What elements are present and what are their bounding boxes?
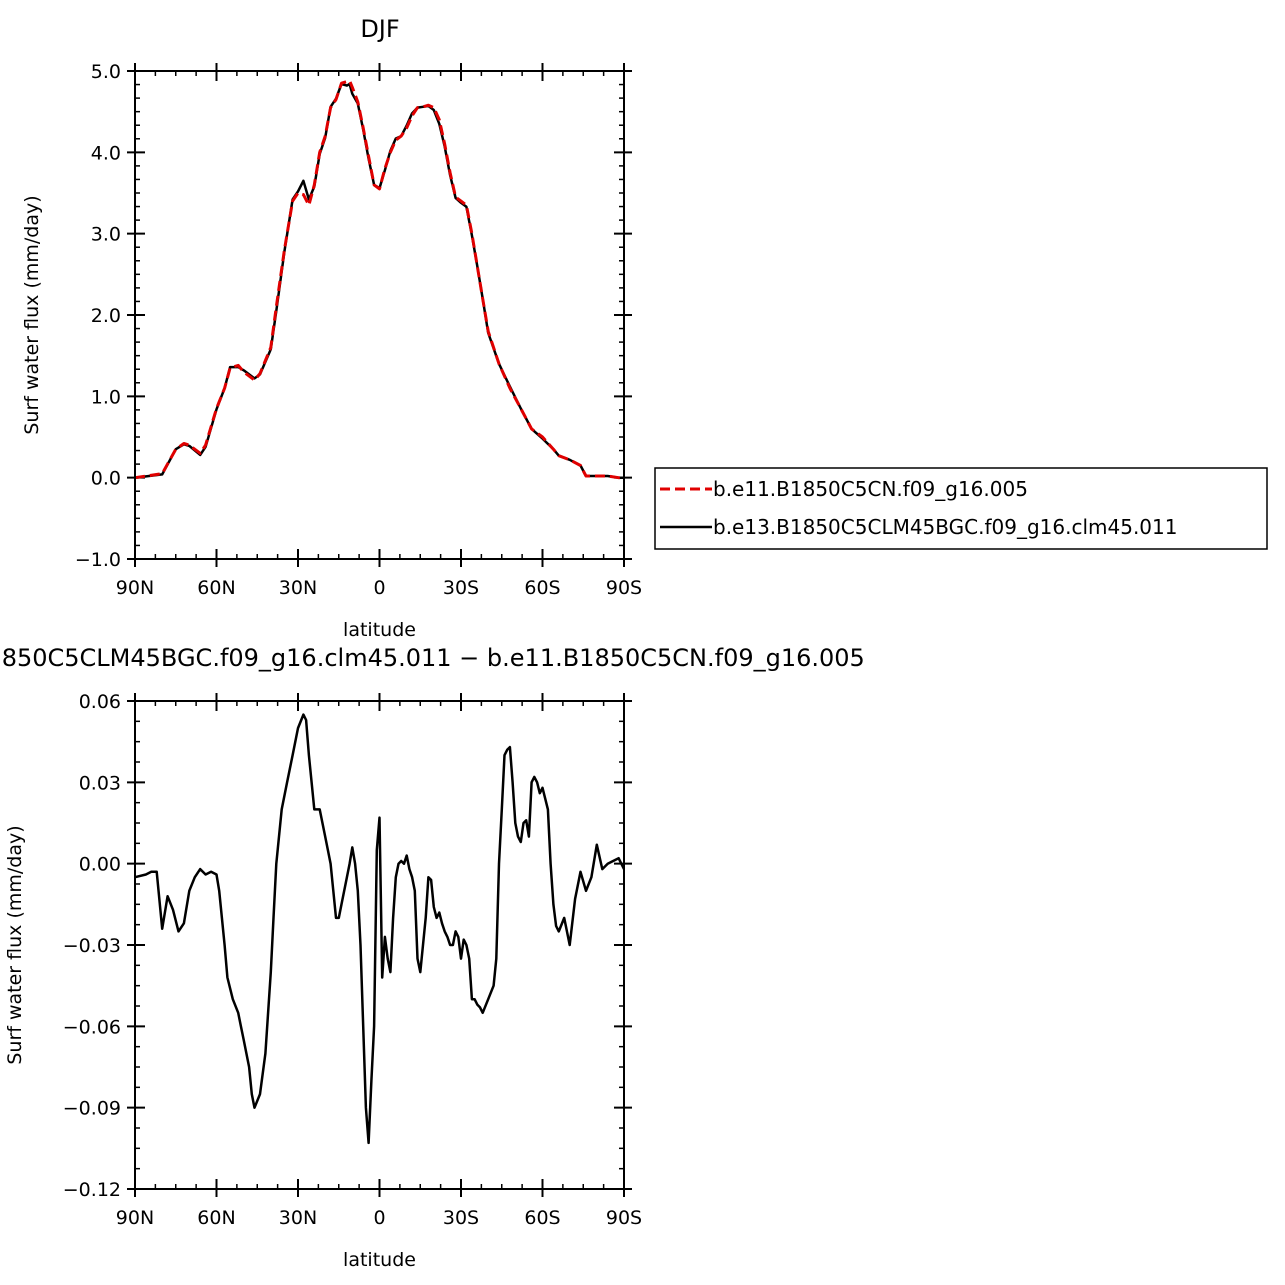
top-y-axis-label: Surf water flux (mm/day) bbox=[21, 195, 43, 434]
top-y-tick-label: 5.0 bbox=[91, 61, 121, 83]
bottom-x-tick-label: 90S bbox=[606, 1207, 642, 1229]
legend-box bbox=[654, 467, 1268, 550]
legend: b.e11.B1850C5CN.f09_g16.005 b.e13.B1850C… bbox=[654, 467, 1268, 550]
top-chart-title: DJF bbox=[360, 15, 399, 43]
top-y-tick-label: 0.0 bbox=[91, 468, 121, 490]
bottom-x-tick-label: 90N bbox=[116, 1207, 154, 1229]
bottom-y-tick-label: 0.03 bbox=[79, 772, 121, 794]
bottom-plot-frame bbox=[134, 700, 625, 1190]
bottom-axis-ticks bbox=[127, 693, 632, 1197]
bottom-x-axis-label: latitude bbox=[343, 1249, 416, 1271]
top-axis-ticks bbox=[127, 63, 632, 567]
top-plot-lines bbox=[134, 79, 624, 480]
bottom-x-tick-label: 60S bbox=[524, 1207, 560, 1229]
bottom-x-tick-label: 0 bbox=[373, 1207, 385, 1229]
bottom-x-tick-label: 30N bbox=[279, 1207, 317, 1229]
top-plot-frame bbox=[134, 70, 625, 560]
bottom-x-tick-label: 60N bbox=[197, 1207, 235, 1229]
bottom-y-tick-label: −0.12 bbox=[63, 1179, 121, 1201]
legend-label-series-2: b.e13.B1850C5CLM45BGC.f09_g16.clm45.011 bbox=[713, 515, 1177, 539]
bottom-y-tick-label: −0.09 bbox=[63, 1098, 121, 1120]
bottom-y-tick-label: 0.00 bbox=[79, 854, 121, 876]
bottom-y-tick-labels: −0.12 −0.09 −0.06 −0.03 0.00 0.03 0.06 bbox=[63, 691, 121, 1201]
bottom-plot-lines bbox=[134, 713, 626, 1145]
top-y-tick-label: 3.0 bbox=[91, 224, 121, 246]
top-x-tick-label: 60N bbox=[197, 577, 235, 599]
top-x-tick-label: 0 bbox=[373, 577, 385, 599]
top-panel: DJF −1.0 0.0 1.0 2.0 3.0 4.0 5.0 90N 60N 30N 0 30S… bbox=[21, 15, 1268, 641]
bottom-chart-title: b.e13.B1850C5CLM45BGC.f09_g16.clm45.011 … bbox=[0, 644, 865, 672]
top-x-axis-label: latitude bbox=[343, 619, 416, 641]
bottom-x-tick-labels: 90N 60N 30N 0 30S 60S 90S bbox=[116, 1207, 642, 1229]
bottom-series-line-1 bbox=[134, 713, 626, 1145]
top-series-line-1 bbox=[134, 79, 624, 480]
top-x-tick-label: 30S bbox=[443, 577, 479, 599]
bottom-y-tick-label: 0.06 bbox=[79, 691, 121, 713]
top-x-tick-label: 90S bbox=[606, 577, 642, 599]
top-y-tick-labels: −1.0 0.0 1.0 2.0 3.0 4.0 5.0 bbox=[75, 61, 121, 571]
top-x-tick-label: 30N bbox=[279, 577, 317, 599]
top-series-line-2 bbox=[134, 82, 624, 479]
bottom-x-tick-label: 30S bbox=[443, 1207, 479, 1229]
top-x-tick-label: 90N bbox=[116, 577, 154, 599]
top-y-tick-label: 1.0 bbox=[91, 386, 121, 408]
bottom-y-axis-label: Surf water flux (mm/day) bbox=[4, 825, 26, 1064]
top-y-tick-label: 4.0 bbox=[91, 142, 121, 164]
bottom-y-tick-label: −0.06 bbox=[63, 1016, 121, 1038]
top-y-tick-label: −1.0 bbox=[75, 549, 121, 571]
top-x-tick-label: 60S bbox=[524, 577, 560, 599]
legend-label-series-1: b.e11.B1850C5CN.f09_g16.005 bbox=[713, 477, 1028, 501]
top-x-tick-labels: 90N 60N 30N 0 30S 60S 90S bbox=[116, 577, 642, 599]
bottom-y-tick-label: −0.03 bbox=[63, 935, 121, 957]
top-y-tick-label: 2.0 bbox=[91, 305, 121, 327]
bottom-panel: b.e13.B1850C5CLM45BGC.f09_g16.clm45.011 … bbox=[0, 644, 865, 1271]
